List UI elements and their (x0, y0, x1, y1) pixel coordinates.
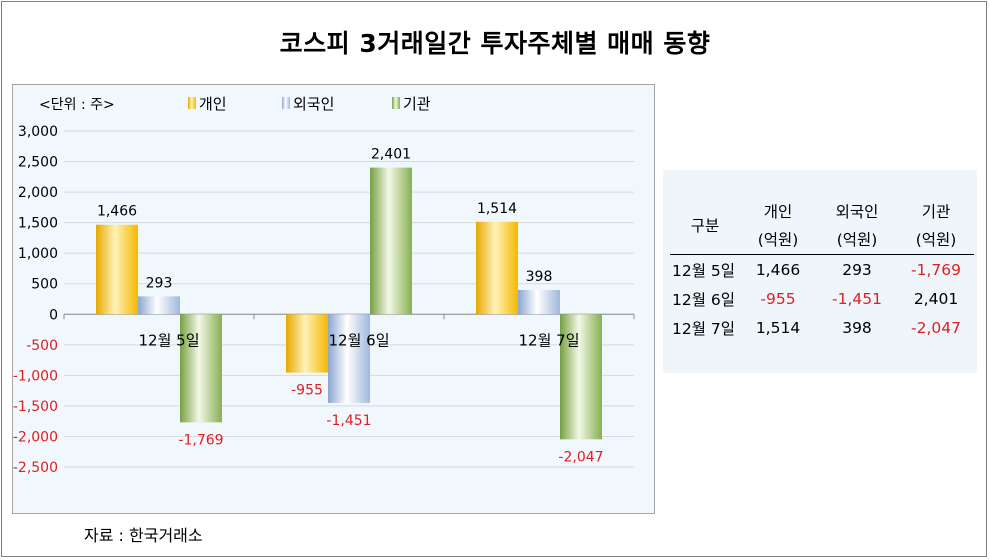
y-tick-label: 2,000 (18, 185, 58, 201)
cell-individual: 1,466 (755, 260, 801, 279)
data-label: -1,769 (178, 432, 223, 448)
y-tick-label: 3,000 (18, 124, 58, 140)
bars (96, 167, 602, 440)
bar-기관 (180, 314, 222, 423)
data-label: 1,466 (97, 204, 137, 220)
bar-개인 (286, 314, 328, 373)
data-table: 구분 개인 외국인 기관 (억원) (억원) (억원) 12월 5일 1,466… (670, 198, 974, 342)
y-tick-label: 500 (31, 277, 58, 293)
bar-기관 (560, 314, 602, 440)
y-tick-label: 0 (49, 307, 58, 323)
header-individual-unit: (억원) (740, 226, 816, 255)
row-date: 12월 5일 (672, 261, 736, 280)
bar-외국인 (518, 289, 560, 315)
y-tick-label: -2,000 (13, 429, 58, 445)
cell-institution: -2,047 (911, 318, 961, 337)
header-foreign: 외국인 (835, 203, 879, 221)
x-tick-label: 12월 6일 (329, 331, 390, 349)
table-row: 12월 5일 1,466 293 -1,769 (670, 255, 974, 285)
legend-swatch (282, 97, 290, 109)
source-note: 자료 : 한국거래소 (84, 526, 203, 545)
bar-외국인 (328, 314, 370, 403)
legend-label: 기관 (403, 95, 431, 113)
data-labels: 1,466 293 -1,769 -955-1,451 2,401 1,514 398 -2,… (97, 147, 604, 466)
header-foreign-unit: (억원) (816, 226, 898, 255)
legend: 개인 외국인 기관 (188, 95, 431, 113)
unit-label: <단위 : 주> (39, 97, 115, 113)
bar-외국인 (138, 296, 180, 315)
legend-label: 외국인 (293, 95, 334, 113)
y-tick-label: 1,500 (18, 216, 58, 232)
table-row: 12월 6일 -955 -1,451 2,401 (670, 284, 974, 313)
data-label: -1,451 (326, 413, 371, 429)
table-row: 12월 7일 1,514 398 -2,047 (670, 313, 974, 342)
header-institution: 기관 (921, 203, 951, 221)
y-tick-label: -1,000 (13, 368, 58, 384)
bar-개인 (476, 221, 518, 315)
bar-chart: <단위 : 주> 개인 외국인 기관 3,000 2,500 2,000 1,500 1,0… (13, 95, 635, 476)
data-label: -2,047 (558, 449, 603, 465)
data-label: 2,401 (371, 147, 411, 163)
x-tick-label: 12월 5일 (139, 331, 200, 349)
y-tick-label: -500 (26, 338, 58, 354)
y-axis: 3,000 2,500 2,000 1,500 1,000 500 0 -500 -1,000 -… (13, 124, 58, 476)
row-date: 12월 7일 (672, 319, 736, 338)
data-label: -955 (291, 383, 323, 399)
cell-foreign: 398 (842, 318, 872, 337)
x-axis-labels: 12월 5일 12월 6일 12월 7일 (139, 331, 580, 349)
cell-foreign: 293 (842, 260, 872, 279)
row-date: 12월 6일 (672, 290, 736, 309)
cell-foreign: -1,451 (832, 289, 882, 308)
header-category: 구분 (670, 198, 740, 255)
legend-swatch (188, 97, 196, 109)
data-label: 1,514 (477, 201, 517, 217)
bar-기관 (370, 167, 412, 315)
legend-label: 개인 (199, 95, 227, 113)
header-individual: 개인 (763, 203, 793, 221)
legend-swatch (392, 97, 400, 109)
page-title: 코스피 3거래일간 투자주체별 매매 동향 (279, 29, 711, 58)
cell-individual: 1,514 (755, 318, 801, 337)
data-label: 293 (146, 275, 173, 291)
cell-individual: -955 (760, 289, 796, 308)
cell-institution: 2,401 (913, 289, 959, 308)
bar-개인 (96, 224, 138, 315)
header-institution-unit: (억원) (898, 226, 974, 255)
y-tick-label: 2,500 (18, 155, 58, 171)
y-tick-label: -1,500 (13, 399, 58, 415)
data-label: 398 (526, 269, 553, 285)
x-tick-label: 12월 7일 (519, 331, 580, 349)
cell-institution: -1,769 (911, 260, 961, 279)
y-tick-label: -2,500 (13, 460, 58, 476)
y-tick-label: 1,000 (18, 246, 58, 262)
